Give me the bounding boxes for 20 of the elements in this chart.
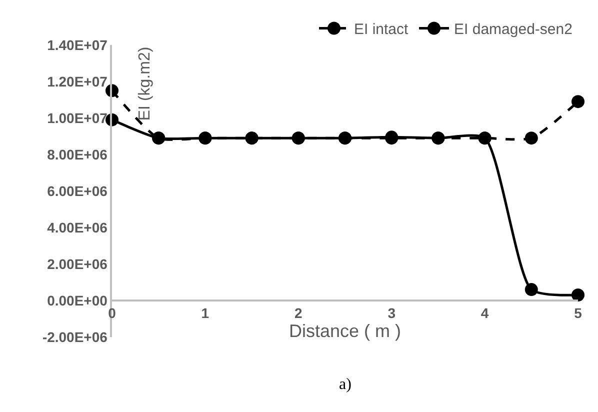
y-tick-label: 6.00E+06 (47, 182, 108, 199)
y-tick-label: 1.00E+07 (47, 110, 108, 126)
x-tick-label: 0 (108, 305, 116, 322)
y-tick-label: 2.00E+06 (47, 256, 108, 272)
y-tick-label: -2.00E+06 (42, 328, 108, 345)
x-tick-label: 1 (201, 305, 210, 322)
y-tick-label: 8.00E+06 (47, 146, 108, 162)
legend-label: EI intact (354, 21, 410, 38)
x-axis-title: Distance ( m ) (288, 321, 402, 342)
text: a) (339, 376, 352, 393)
y-tick-label: 4.00E+06 (47, 219, 108, 236)
x-tick-label: 4 (480, 305, 489, 322)
y-tick-label: 1.40E+07 (47, 36, 108, 53)
x-tick-label: 5 (574, 305, 582, 322)
x-tick-label: 2 (294, 305, 302, 322)
legend-label: EI damaged-sen2 (454, 21, 572, 38)
y-axis-title: EI (kg.m2) (136, 46, 154, 121)
y-tick-label: 1.20E+07 (47, 73, 108, 90)
x-tick-label: 3 (388, 305, 396, 322)
y-tick-label: 0.00E+00 (47, 292, 108, 308)
